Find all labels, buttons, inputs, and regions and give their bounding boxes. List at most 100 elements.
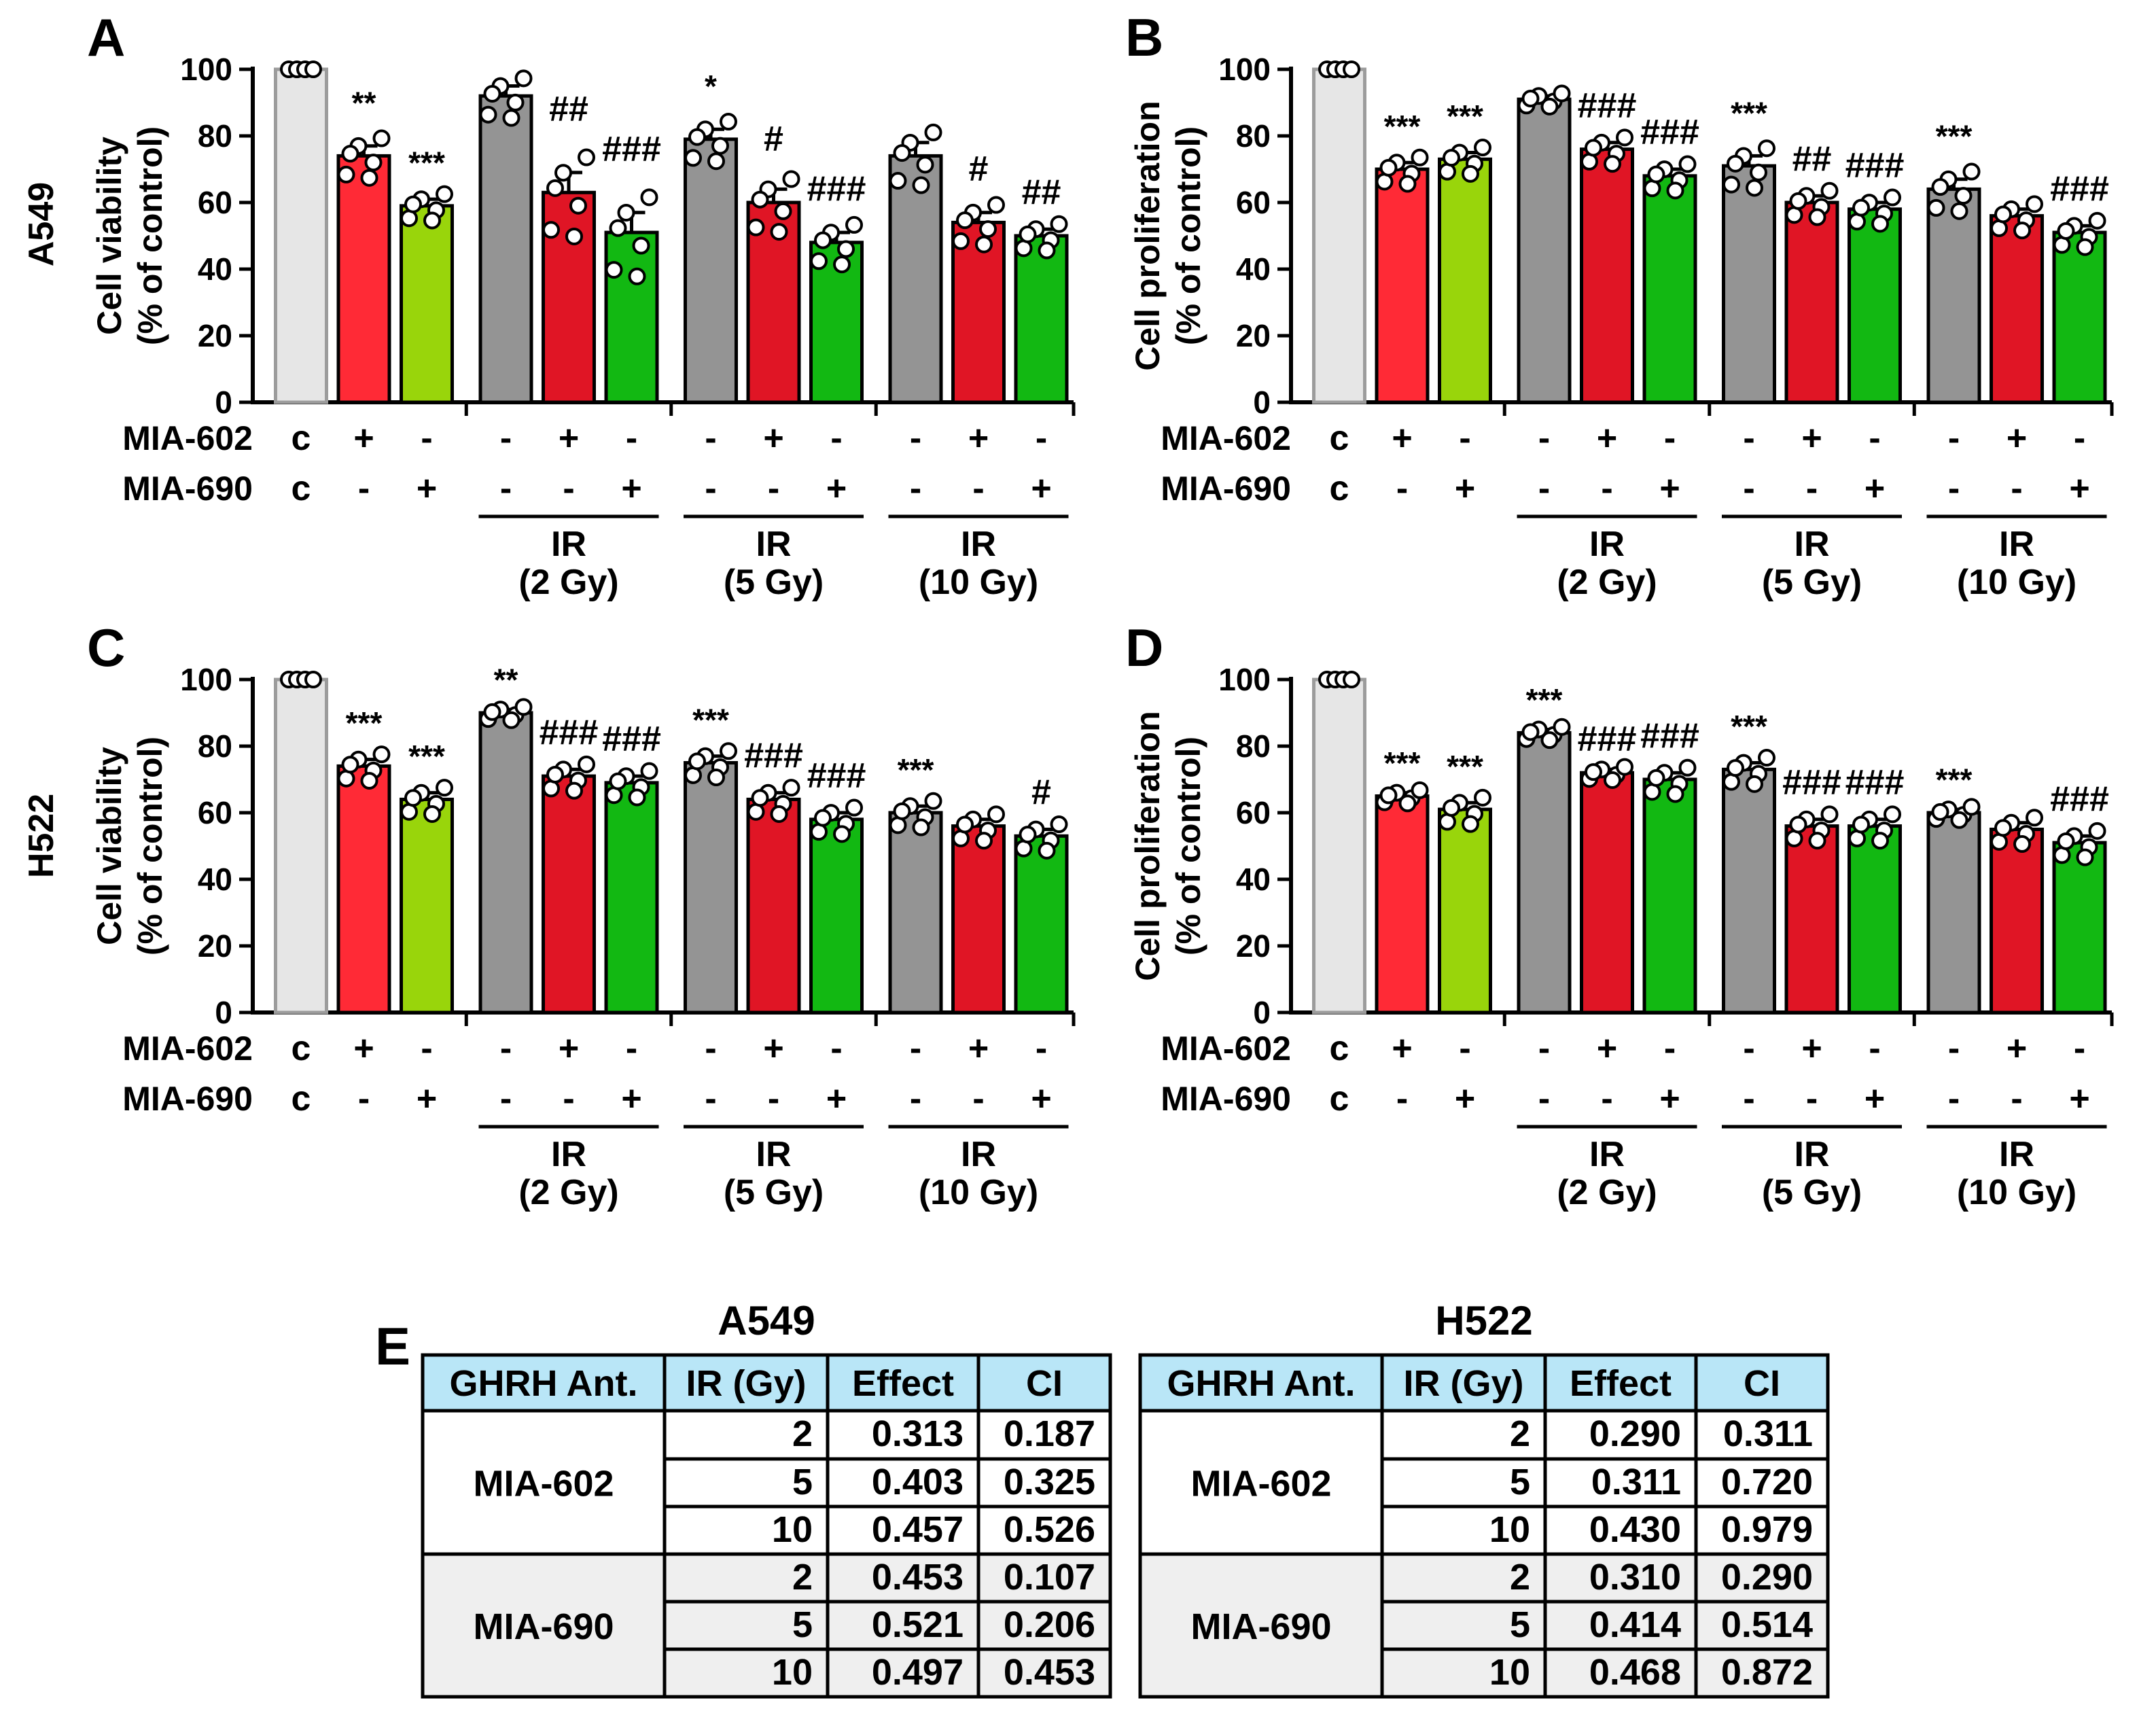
y-tick-label: 80 (198, 728, 232, 764)
treatment-mia602: - (1538, 1029, 1550, 1068)
y-tick-label: 60 (198, 795, 232, 830)
data-point (337, 165, 355, 183)
row-label-mia602: MIA-602 (1161, 1029, 1291, 1068)
data-point (1884, 188, 1901, 207)
significance-label: *** (1936, 762, 1973, 797)
treatment-mia602: c (291, 1029, 311, 1068)
data-point (546, 179, 564, 197)
treatment-mia690: + (621, 1079, 641, 1119)
treatment-mia602: - (1459, 1029, 1470, 1068)
treatment-mia602: - (830, 1029, 842, 1068)
data-point (1019, 826, 1037, 844)
data-point (1820, 805, 1839, 824)
data-point (1927, 198, 1945, 217)
data-point (1443, 798, 1460, 817)
data-point (774, 202, 792, 220)
panel-letter: A (87, 7, 125, 67)
data-point (1808, 208, 1826, 226)
data-point (814, 809, 832, 827)
data-point (845, 215, 863, 234)
y-tick-label: 20 (1236, 318, 1271, 353)
ir-dose-label: (2 Gy) (518, 563, 618, 602)
treatment-mia602: + (353, 1029, 374, 1068)
bar (746, 797, 801, 1015)
data-point (1038, 841, 1056, 860)
treatment-mia690: - (1601, 1079, 1612, 1119)
treatment-mia602: - (1743, 1029, 1754, 1068)
data-point (1462, 164, 1479, 183)
data-point (1746, 179, 1763, 197)
table-cell: 10 (772, 1652, 813, 1693)
data-point (2026, 195, 2043, 213)
data-point (1962, 798, 1981, 816)
treatment-mia690: - (2011, 469, 2022, 508)
data-point (975, 235, 993, 253)
data-point (1727, 154, 1744, 173)
side-label-a549: A549 (22, 182, 61, 266)
data-point (1462, 815, 1479, 833)
data-point (404, 195, 422, 213)
treatment-mia690: - (500, 1079, 512, 1119)
panel-letter: D (1125, 618, 1163, 677)
panel-letter: B (1125, 7, 1163, 67)
bar (888, 154, 943, 404)
table-cell: 2 (792, 1413, 813, 1454)
table-cell: 0.497 (872, 1652, 964, 1693)
bar (809, 817, 864, 1015)
row-label-mia602: MIA-602 (122, 419, 253, 457)
data-point (782, 170, 800, 188)
table-group-shade (423, 1554, 1110, 1697)
treatment-mia602: + (353, 419, 374, 458)
data-point (684, 149, 702, 167)
ir-dose-label: (5 Gy) (1762, 563, 1862, 602)
data-point (837, 240, 855, 258)
data-point (436, 779, 453, 797)
table-header-cell: CI (1744, 1363, 1780, 1404)
treatment-mia602: + (2007, 419, 2027, 458)
treatment-mia602: + (1597, 419, 1617, 458)
table-header-cell: IR (Gy) (686, 1363, 806, 1404)
treatment-mia690: + (1455, 469, 1475, 508)
significance-label: *** (1447, 749, 1483, 784)
data-point (628, 267, 646, 285)
ir-dose-label: (2 Gy) (1557, 1173, 1657, 1212)
ir-dose-label: (5 Gy) (724, 563, 824, 602)
data-point (483, 703, 501, 721)
data-point (845, 798, 863, 817)
data-point (1758, 139, 1775, 158)
data-point (707, 769, 725, 787)
chart-panel-C: C Cell viability (% of control) 0 20 40 60 80 10… (87, 618, 1076, 1212)
table-group-name: MIA-690 (473, 1606, 614, 1647)
data-point (1647, 165, 1665, 183)
data-point (565, 781, 583, 800)
significance-label: ### (744, 736, 803, 775)
treatment-mia602: + (1801, 419, 1822, 458)
data-point (979, 220, 997, 239)
table-header-bg (1140, 1355, 1828, 1411)
treatment-mia602: - (1869, 1029, 1880, 1068)
table-cell: 10 (1489, 1509, 1530, 1550)
data-point (1994, 819, 2012, 837)
y-tick-label: 80 (1236, 728, 1271, 764)
table-cell: 0.457 (872, 1509, 964, 1550)
treatment-mia602: + (1392, 1029, 1412, 1068)
table-a549: A549 GHRH Ant. IR (Gy) Effect CI MIA-602 2 0.31… (421, 1298, 1112, 1699)
treatment-mia602: - (1948, 1029, 1960, 1068)
treatment-mia602: - (1459, 419, 1470, 458)
data-point (423, 211, 441, 230)
data-point (640, 188, 658, 207)
treatment-mia690: + (2069, 1079, 2089, 1119)
data-point (1616, 128, 1633, 147)
data-point (2076, 848, 2094, 866)
data-point (2057, 222, 2075, 240)
significance-label: ### (807, 756, 866, 796)
ir-label: IR (1589, 1135, 1625, 1174)
data-point (1604, 155, 1621, 173)
data-point (1379, 158, 1398, 177)
y-tick-label: 100 (1218, 662, 1271, 697)
data-point (751, 190, 769, 209)
data-point (1789, 192, 1807, 210)
bar (1990, 828, 2044, 1015)
table-cell: 2 (1510, 1557, 1530, 1598)
